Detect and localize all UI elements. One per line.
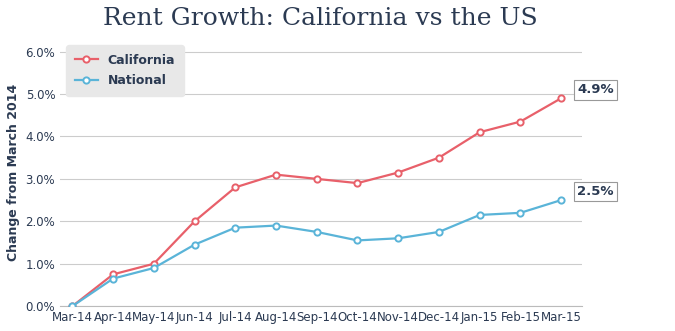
Title: Rent Growth: California vs the US: Rent Growth: California vs the US bbox=[103, 7, 538, 30]
Legend: California, National: California, National bbox=[66, 45, 184, 96]
Y-axis label: Change from March 2014: Change from March 2014 bbox=[7, 84, 20, 261]
Text: 4.9%: 4.9% bbox=[577, 83, 614, 96]
Text: 2.5%: 2.5% bbox=[577, 185, 614, 198]
